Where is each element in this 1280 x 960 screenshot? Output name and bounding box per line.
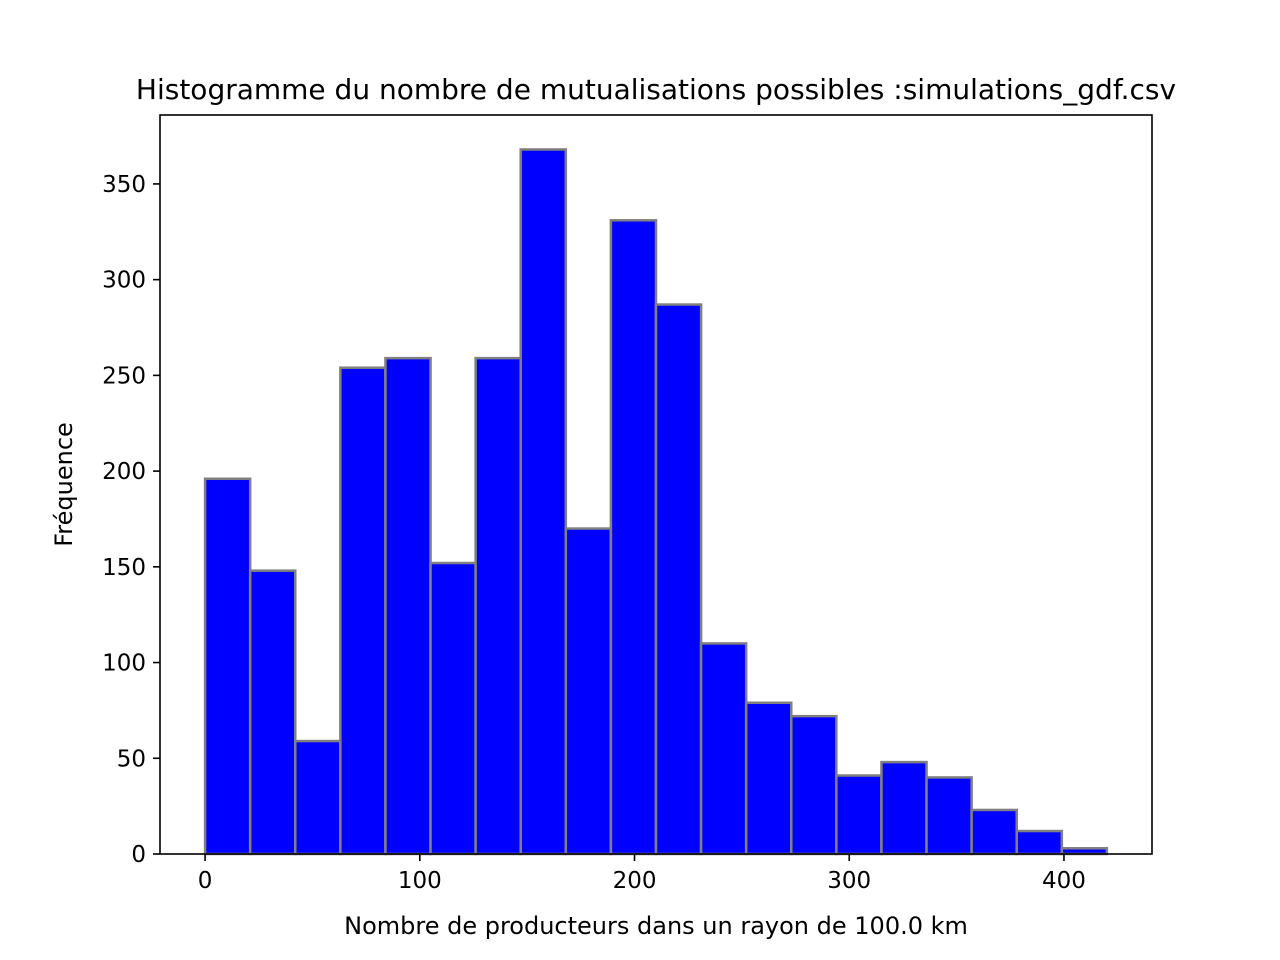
y-tick-label: 300 <box>102 268 146 294</box>
histogram-bar <box>384 356 432 856</box>
histogram-bar <box>294 739 342 856</box>
y-axis-label: Fréquence <box>50 422 78 547</box>
histogram-bar <box>609 219 658 856</box>
x-tick-label: 100 <box>398 868 442 894</box>
y-tick-label: 150 <box>102 555 146 581</box>
histogram-bar <box>744 701 793 856</box>
histogram-bar <box>925 776 973 856</box>
y-tick-label: 200 <box>102 459 146 485</box>
histogram-bar <box>564 527 613 856</box>
histogram-bar <box>699 642 748 856</box>
y-axis-ticks: 0 50 100 150 200 250 300 350 <box>102 172 160 868</box>
histogram-bar <box>429 561 477 856</box>
histogram-bar <box>519 148 568 856</box>
y-tick-label: 350 <box>102 172 146 198</box>
histogram-bar <box>474 356 522 856</box>
histogram-bar <box>880 760 928 856</box>
histogram-bar <box>1015 829 1064 856</box>
plot-frame <box>159 114 1153 855</box>
x-axis-label: Nombre de producteurs dans un rayon de 1… <box>344 912 968 940</box>
y-tick-label: 250 <box>102 363 146 389</box>
y-tick-label: 50 <box>117 746 146 772</box>
bars-group <box>203 148 1109 856</box>
x-tick-label: 0 <box>198 868 213 894</box>
histogram-bar <box>654 303 703 856</box>
x-tick-label: 400 <box>1042 868 1086 894</box>
x-tick-label: 200 <box>613 868 657 894</box>
histogram-bar <box>248 569 297 856</box>
histogram-bar <box>970 808 1018 856</box>
chart-title: Histogramme du nombre de mutualisations … <box>136 73 1176 106</box>
y-tick-label: 100 <box>102 651 146 677</box>
histogram-bar <box>339 366 387 856</box>
histogram-bar <box>835 774 883 856</box>
histogram-bar <box>790 714 838 856</box>
histogram-bar <box>1060 847 1109 856</box>
histogram-bar <box>203 477 252 856</box>
x-tick-label: 300 <box>827 868 871 894</box>
x-axis-ticks: 0 100 200 300 400 <box>198 854 1086 894</box>
y-tick-label: 0 <box>131 842 146 868</box>
